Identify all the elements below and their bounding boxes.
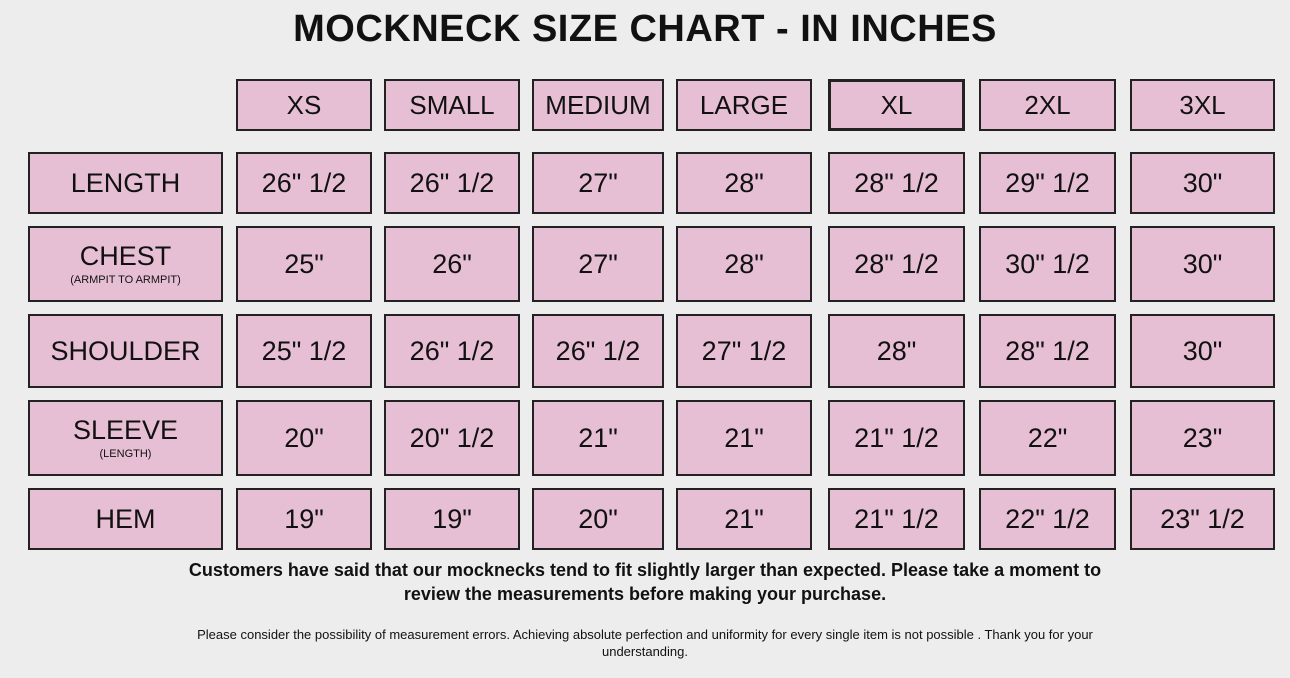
measurement-cell: 28" [676, 152, 812, 214]
size-header-large: LARGE [676, 79, 812, 131]
measurement-cell: 22" [979, 400, 1116, 476]
measurement-cell: 28" 1/2 [828, 152, 965, 214]
measurement-cell: 26" 1/2 [236, 152, 372, 214]
row-label-hem: HEM [28, 488, 223, 550]
disclaimer-text: Please consider the possibility of measu… [197, 627, 1093, 659]
measurement-cell: 28" [676, 226, 812, 302]
measurement-cell: 21" [676, 400, 812, 476]
row-label-chest: CHEST (ARMPIT TO ARMPIT) [28, 226, 223, 302]
measurement-cell: 28" [828, 314, 965, 388]
measurement-cell: 21" [676, 488, 812, 550]
row-label-text: HEM [95, 504, 156, 534]
measurement-cell: 27" [532, 152, 664, 214]
row-label-text: SLEEVE [72, 415, 179, 445]
row-label-text: LENGTH [70, 168, 181, 198]
row-label-shoulder: SHOULDER [28, 314, 223, 388]
measurement-cell: 29" 1/2 [979, 152, 1116, 214]
measurement-cell: 26" 1/2 [384, 314, 520, 388]
measurement-cell: 20" 1/2 [384, 400, 520, 476]
measurement-cell: 30" [1130, 152, 1275, 214]
fit-notice: Customers have said that our mocknecks t… [0, 558, 1290, 606]
measurement-cell: 30" 1/2 [979, 226, 1116, 302]
size-header-small: SMALL [384, 79, 520, 131]
measurement-cell: 26" 1/2 [532, 314, 664, 388]
measurement-cell: 19" [236, 488, 372, 550]
measurement-cell: 20" [236, 400, 372, 476]
measurement-cell: 21" 1/2 [828, 488, 965, 550]
measurement-cell: 23" 1/2 [1130, 488, 1275, 550]
measurement-cell: 27" [532, 226, 664, 302]
measurement-cell: 20" [532, 488, 664, 550]
row-label-text: CHEST [79, 241, 172, 271]
measurement-cell: 25" 1/2 [236, 314, 372, 388]
row-label-length: LENGTH [28, 152, 223, 214]
measurement-cell: 26" 1/2 [384, 152, 520, 214]
measurement-cell: 30" [1130, 314, 1275, 388]
measurement-cell: 25" [236, 226, 372, 302]
measurement-cell: 23" [1130, 400, 1275, 476]
size-header-3xl: 3XL [1130, 79, 1275, 131]
size-header-xl: XL [828, 79, 965, 131]
measurement-cell: 26" [384, 226, 520, 302]
row-label-text: SHOULDER [50, 336, 201, 366]
chart-title: MOCKNECK SIZE CHART - IN INCHES [293, 8, 997, 50]
row-sublabel-text: (LENGTH) [99, 448, 152, 460]
measurement-cell: 19" [384, 488, 520, 550]
measurement-cell: 30" [1130, 226, 1275, 302]
measurement-cell: 27" 1/2 [676, 314, 812, 388]
size-header-xs: XS [236, 79, 372, 131]
measurement-cell: 21" [532, 400, 664, 476]
size-header-medium: MEDIUM [532, 79, 664, 131]
size-header-2xl: 2XL [979, 79, 1116, 131]
row-sublabel-text: (ARMPIT TO ARMPIT) [70, 274, 181, 286]
measurement-disclaimer: Please consider the possibility of measu… [0, 626, 1290, 660]
measurement-cell: 28" 1/2 [979, 314, 1116, 388]
measurement-cell: 28" 1/2 [828, 226, 965, 302]
fit-notice-text: Customers have said that our mocknecks t… [188, 560, 1102, 604]
row-label-sleeve: SLEEVE (LENGTH) [28, 400, 223, 476]
measurement-cell: 22" 1/2 [979, 488, 1116, 550]
measurement-cell: 21" 1/2 [828, 400, 965, 476]
